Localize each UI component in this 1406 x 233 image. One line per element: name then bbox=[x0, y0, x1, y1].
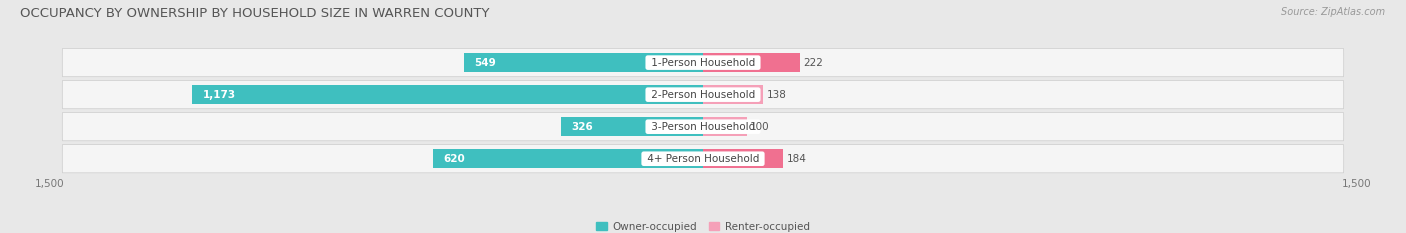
Text: Source: ZipAtlas.com: Source: ZipAtlas.com bbox=[1281, 7, 1385, 17]
Legend: Owner-occupied, Renter-occupied: Owner-occupied, Renter-occupied bbox=[592, 218, 814, 233]
Text: 3-Person Household: 3-Person Household bbox=[648, 122, 758, 132]
FancyBboxPatch shape bbox=[62, 113, 1344, 141]
Text: 222: 222 bbox=[803, 58, 823, 68]
Text: 138: 138 bbox=[766, 90, 786, 100]
FancyBboxPatch shape bbox=[62, 48, 1344, 77]
Bar bbox=[703, 53, 800, 72]
Text: 620: 620 bbox=[444, 154, 465, 164]
Text: 549: 549 bbox=[475, 58, 496, 68]
Text: 1,173: 1,173 bbox=[202, 90, 236, 100]
Bar bbox=[703, 149, 783, 168]
Text: 2-Person Household: 2-Person Household bbox=[648, 90, 758, 100]
Text: 100: 100 bbox=[749, 122, 769, 132]
Text: OCCUPANCY BY OWNERSHIP BY HOUSEHOLD SIZE IN WARREN COUNTY: OCCUPANCY BY OWNERSHIP BY HOUSEHOLD SIZE… bbox=[20, 7, 489, 20]
Bar bbox=[561, 117, 703, 136]
Bar bbox=[703, 85, 763, 104]
FancyBboxPatch shape bbox=[62, 145, 1344, 173]
Text: 184: 184 bbox=[787, 154, 807, 164]
Text: 1-Person Household: 1-Person Household bbox=[648, 58, 758, 68]
FancyBboxPatch shape bbox=[62, 81, 1344, 109]
Bar bbox=[191, 85, 703, 104]
Text: 4+ Person Household: 4+ Person Household bbox=[644, 154, 762, 164]
Bar bbox=[433, 149, 703, 168]
Bar bbox=[464, 53, 703, 72]
Text: 326: 326 bbox=[572, 122, 593, 132]
Bar bbox=[703, 117, 747, 136]
